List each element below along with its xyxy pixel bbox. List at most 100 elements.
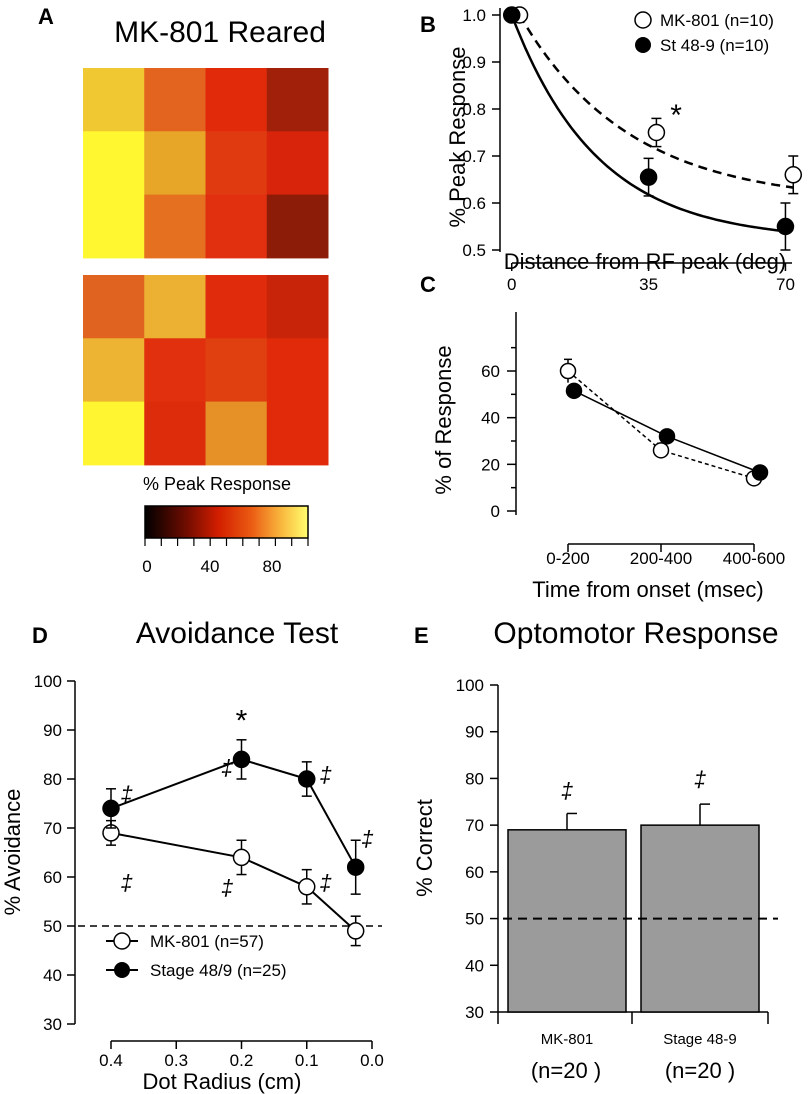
b-point-st48 [639, 168, 658, 186]
n-label-stage48: (n=20 ) [665, 1058, 735, 1083]
d-dagger: ‡ [361, 826, 373, 851]
panel-letter-b: B [420, 12, 436, 37]
c-x-tick-label: 0-200 [546, 549, 589, 568]
panel-letter-a: A [38, 4, 54, 29]
colorbar-tick-label-0: 0 [142, 557, 151, 576]
colorbar [144, 505, 309, 539]
d-y-tick-label: 30 [43, 1015, 62, 1034]
panel-a: A MK-801 Reared % Peak Response 0 40 80 [38, 4, 329, 576]
heatmap-cell [83, 131, 145, 196]
c-point-mk801 [652, 442, 670, 459]
panel-d: D Avoidance Test 30 40 50 60 70 80 90 100 0.4 0.3… [0, 617, 384, 1094]
legend-d-filled-marker [114, 962, 130, 978]
optomotor-title: Optomotor Response [493, 617, 778, 650]
heatmap-cell [83, 401, 145, 466]
c-point-st48 [751, 464, 769, 481]
heatmap-cell [266, 338, 329, 403]
c-y-tick-label: 60 [481, 362, 500, 381]
heatmap-cell [266, 68, 329, 132]
b-x-axis-label: Distance from RF peak (deg) [504, 249, 786, 274]
heatmap-cell [144, 275, 206, 339]
c-y-tick-label: 40 [481, 409, 500, 428]
c-y-tick-label: 20 [481, 455, 500, 474]
c-x-tick-label: 200-400 [630, 549, 692, 568]
c-point-mk801 [559, 362, 577, 380]
heatmap-cell [83, 194, 145, 259]
heatmap-lower [83, 275, 329, 466]
heatmap-cell [83, 338, 145, 403]
d-point-mk801 [232, 848, 251, 867]
b-x-tick-label: 0 [507, 275, 516, 294]
e-dagger: ‡ [561, 778, 573, 803]
d-point-stage48 [232, 750, 251, 769]
plot-d: 30 40 50 60 70 80 90 100 0.4 0.3 0.2 0.1 0.0 Dot Radi… [0, 672, 384, 1094]
d-dagger: ‡ [121, 870, 133, 895]
e-dagger: ‡ [694, 766, 706, 791]
legend-b-filled-marker [635, 37, 651, 53]
colorbar-ticks [144, 538, 309, 546]
e-y-tick-label: 30 [465, 1003, 484, 1022]
c-point-st48 [658, 428, 676, 445]
d-dagger: ‡ [320, 870, 332, 895]
heatmap-cell [266, 275, 329, 339]
c-point-st48 [565, 382, 583, 400]
d-asterisk: * [236, 705, 248, 738]
heatmap-cell [266, 131, 329, 196]
d-y-tick-label: 70 [43, 819, 62, 838]
d-point-stage48 [346, 858, 365, 876]
d-y-axis-label: % Avoidance [0, 789, 25, 916]
d-line-mk801 [110, 831, 357, 932]
colorbar-tick-label-80: 80 [263, 557, 282, 576]
n-label-mk801: (n=20 ) [531, 1058, 601, 1083]
d-x-tick-label: 0.2 [230, 1051, 254, 1070]
b-y-tick-label: 0.5 [462, 241, 486, 260]
e-y-tick-label: 60 [465, 863, 484, 882]
heatmap-cell [83, 68, 145, 132]
d-dagger: ‡ [221, 755, 233, 780]
colorbar-tick-label-40: 40 [201, 557, 220, 576]
b-y-tick-label: 0.7 [462, 147, 486, 166]
d-y-tick-label: 90 [43, 721, 62, 740]
d-point-stage48 [102, 799, 120, 818]
d-y-tick-label: 60 [43, 868, 62, 887]
heatmap-cell [144, 68, 206, 132]
heatmap-cell [205, 401, 268, 466]
d-dagger: ‡ [221, 875, 233, 900]
legend-b-open-marker [634, 11, 652, 29]
legend-d-mk801: MK-801 (n=57) [150, 932, 264, 951]
legend-b-st48: St 48-9 (n=10) [660, 36, 769, 55]
d-point-mk801 [346, 922, 365, 940]
c-y-axis-label: % of Response [431, 345, 456, 494]
heatmap-cell [144, 131, 206, 196]
d-point-stage48 [298, 770, 316, 788]
b-point-st48 [502, 6, 521, 24]
c-line-mk801 [567, 370, 755, 480]
c-x-tick-label: 400-600 [723, 549, 785, 568]
d-y-tick-label: 100 [34, 672, 62, 691]
e-category-label: Stage 48-9 [663, 1031, 736, 1048]
d-y-tick-label: 40 [43, 966, 62, 985]
e-y-tick-label: 70 [465, 816, 484, 835]
e-y-tick-label: 100 [456, 676, 484, 695]
d-y-tick-label: 80 [43, 770, 62, 789]
heatmap-cell [83, 275, 145, 339]
e-y-tick-label: 80 [465, 769, 484, 788]
legend-d-stage48: Stage 48/9 (n=25) [150, 961, 287, 980]
e-y-tick-label: 90 [465, 723, 484, 742]
c-y-tick-label: 0 [491, 502, 500, 521]
d-x-tick-label: 0.1 [295, 1051, 319, 1070]
d-point-mk801 [298, 878, 316, 896]
heatmap-cell [266, 194, 329, 259]
heatmap-title: MK-801 Reared [114, 16, 326, 49]
b-y-axis-label: % Peak Response [445, 47, 470, 228]
b-point-st48 [776, 217, 795, 236]
heatmap-cell [205, 131, 268, 196]
b-y-tick-label: 0.8 [462, 100, 486, 119]
e-category-label: MK-801 [541, 1031, 594, 1048]
heatmap-cell [144, 338, 206, 403]
heatmap-cell [266, 401, 329, 466]
e-y-tick-label: 50 [465, 910, 484, 929]
b-point-mk801 [647, 123, 666, 142]
